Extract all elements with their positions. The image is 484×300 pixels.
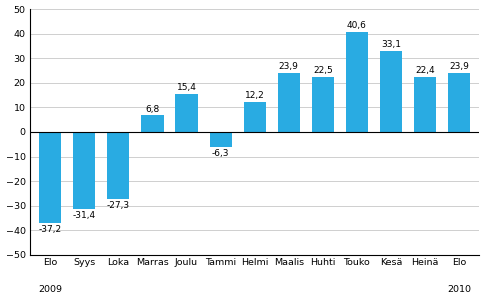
Bar bbox=[175, 94, 197, 132]
Text: 22,4: 22,4 bbox=[414, 66, 434, 75]
Text: 6,8: 6,8 bbox=[145, 104, 159, 113]
Bar bbox=[243, 102, 265, 132]
Text: 40,6: 40,6 bbox=[346, 21, 366, 30]
Bar bbox=[107, 132, 129, 199]
Bar bbox=[39, 132, 61, 224]
Text: -37,2: -37,2 bbox=[39, 225, 62, 234]
Bar bbox=[345, 32, 367, 132]
Text: 33,1: 33,1 bbox=[380, 40, 400, 49]
Text: 2009: 2009 bbox=[38, 285, 62, 294]
Bar bbox=[141, 115, 163, 132]
Text: -6,3: -6,3 bbox=[212, 149, 229, 158]
Text: 2010: 2010 bbox=[446, 285, 470, 294]
Text: 23,9: 23,9 bbox=[448, 62, 468, 71]
Bar bbox=[447, 73, 469, 132]
Bar bbox=[277, 73, 299, 132]
Bar bbox=[379, 51, 401, 132]
Bar bbox=[209, 132, 231, 148]
Text: -27,3: -27,3 bbox=[106, 201, 130, 210]
Text: 15,4: 15,4 bbox=[176, 83, 196, 92]
Text: 23,9: 23,9 bbox=[278, 62, 298, 71]
Bar bbox=[413, 77, 435, 132]
Bar bbox=[311, 77, 333, 132]
Bar bbox=[73, 132, 95, 209]
Text: -31,4: -31,4 bbox=[73, 211, 96, 220]
Text: 12,2: 12,2 bbox=[244, 91, 264, 100]
Text: 22,5: 22,5 bbox=[312, 66, 332, 75]
